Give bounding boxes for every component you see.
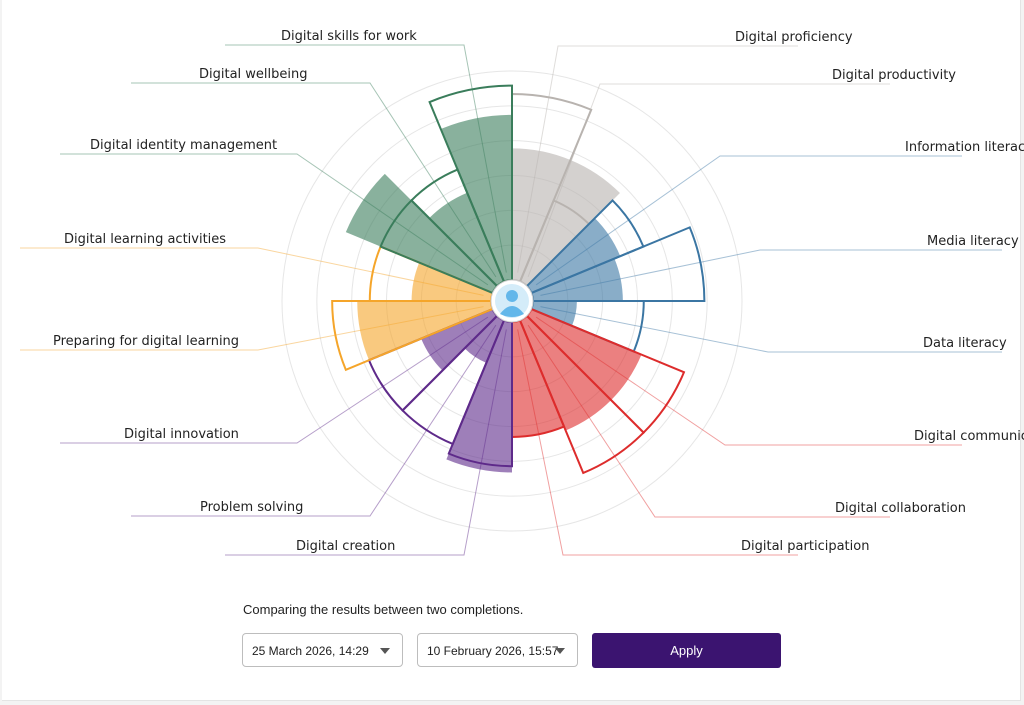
category-label: Media literacy [927,234,1019,249]
current-bar [411,262,493,301]
category-label: Digital wellbeing [199,67,308,82]
category-label: Digital creation [296,539,395,554]
category-label: Digital learning activities [64,232,226,247]
current-results-bars [345,114,642,473]
category-label: Digital communication [914,429,1024,444]
leader-line [131,324,497,517]
avatar-body-icon [500,306,524,317]
current-bar [440,114,512,282]
category-label: Problem solving [200,500,303,515]
leader-line [60,316,489,444]
current-bar [512,320,565,437]
current-bar [512,148,571,282]
category-label: Information literacy [905,140,1024,155]
category-label: Digital skills for work [281,29,417,44]
category-label: Digital proficiency [735,30,853,45]
category-label: Digital innovation [124,427,239,442]
category-labels: Digital proficiency Digital productivity I… [53,29,1024,554]
category-label: Digital collaboration [835,501,966,516]
competency-wheel-chart: Digital proficiency Digital productivity I… [20,29,1024,556]
category-label: Digital participation [741,539,869,554]
chevron-down-icon [380,648,390,654]
category-label: Preparing for digital learning [53,334,239,349]
current-bar [357,301,493,361]
current-bar [345,173,498,293]
grid-circle [281,70,743,532]
second-completion-value: 10 February 2026, 15:57 [427,644,559,658]
category-label: Data literacy [923,336,1007,351]
first-completion-value: 25 March 2026, 14:29 [252,644,369,658]
current-bar [531,301,577,326]
current-bar [526,218,621,293]
current-bar [526,309,642,401]
current-bar [520,159,620,287]
current-bar [520,315,612,431]
second-completion-select[interactable]: 10 February 2026, 15:57 [417,633,578,667]
current-bar [446,320,512,473]
avatar [490,279,534,323]
current-bar [429,192,504,287]
category-label: Digital identity management [90,138,277,153]
leader-line [20,247,484,296]
avatar-head-icon [506,290,518,302]
chevron-down-icon [555,648,565,654]
compare-caption: Comparing the results between two comple… [243,602,524,617]
first-completion-select[interactable]: 25 March 2026, 14:29 [242,633,403,667]
apply-button[interactable]: Apply [592,633,781,668]
current-bar [464,315,504,363]
current-bar [421,309,498,371]
current-bar [531,258,623,301]
category-label: Digital productivity [832,68,956,83]
leader-line [540,306,1002,353]
